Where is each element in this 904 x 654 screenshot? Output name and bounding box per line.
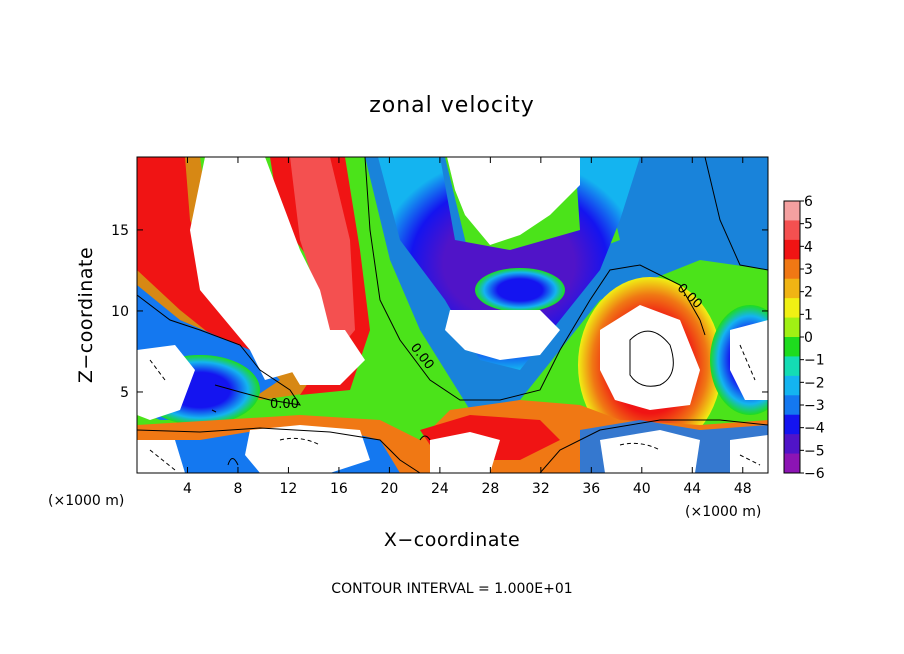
- heatmap-field: [137, 157, 768, 473]
- colorbar-label: −1: [804, 353, 825, 369]
- y-ticks: 5 10 15: [111, 223, 768, 401]
- x-tick-label: 4: [183, 481, 192, 497]
- x-unit-right: (×1000 m): [685, 504, 761, 520]
- x-tick-label: 20: [380, 481, 398, 497]
- colorbar-cell: [784, 356, 800, 377]
- colorbar-label: −4: [804, 421, 825, 437]
- x-tick-label: 40: [633, 481, 651, 497]
- colorbar-label: 0: [804, 330, 813, 346]
- plot-frame: [136, 156, 769, 474]
- colorbar-label: −6: [804, 466, 825, 482]
- colorbar: 6 5 4 3 2 1 0 −1 −2 −3 −4 −5 −6: [783, 194, 825, 482]
- x-tick-label: 36: [582, 481, 600, 497]
- colorbar-cell: [784, 337, 800, 357]
- colorbar-cell: [784, 434, 800, 455]
- colorbar-cell: [784, 453, 800, 474]
- colorbar-cell: [784, 220, 800, 241]
- x-tick-label: 24: [431, 481, 449, 497]
- colorbar-label: 3: [804, 262, 813, 278]
- colorbar-label: 2: [804, 285, 813, 301]
- colorbar-cell: [784, 259, 800, 280]
- x-tick-label: 48: [734, 481, 752, 497]
- x-tick-label: 32: [532, 481, 550, 497]
- colorbar-label: 6: [804, 194, 813, 210]
- x-tick-label: 44: [683, 481, 701, 497]
- colorbar-label: −5: [804, 443, 825, 459]
- colorbar-cell: [784, 375, 800, 396]
- colorbar-cell: [784, 201, 800, 221]
- x-tick-label: 12: [280, 481, 298, 497]
- x-tick-label: 28: [481, 481, 499, 497]
- colorbar-label: 4: [804, 239, 813, 255]
- colorbar-label: −2: [804, 375, 825, 391]
- colorbar-cell: [784, 298, 800, 319]
- colorbar-cell: [784, 239, 800, 260]
- colorbar-label: 1: [804, 307, 813, 323]
- y-tick-label: 15: [111, 223, 129, 239]
- y-axis-label: Z−coordinate: [75, 247, 97, 383]
- chart-title: zonal velocity: [369, 93, 535, 118]
- x-ticks: 4 8 12 16 20 24 28 32 36 40 44 48: [183, 157, 752, 497]
- colorbar-label: 5: [804, 217, 813, 233]
- colorbar-cell: [784, 317, 800, 338]
- y-tick-label: 5: [120, 385, 129, 401]
- x-unit-left: (×1000 m): [48, 493, 124, 509]
- x-axis-label: X−coordinate: [384, 529, 520, 551]
- contour-lines: [137, 157, 768, 473]
- colorbar-cell: [784, 278, 800, 299]
- colorbar-cell: [784, 414, 800, 435]
- colorbar-cell: [784, 395, 800, 416]
- contour-interval: CONTOUR INTERVAL = 1.000E+01: [331, 581, 572, 597]
- colorbar-label: −3: [804, 398, 825, 414]
- y-tick-label: 10: [111, 304, 129, 320]
- x-tick-label: 8: [233, 481, 242, 497]
- x-tick-label: 16: [330, 481, 348, 497]
- contour-label: 0.00: [270, 397, 299, 412]
